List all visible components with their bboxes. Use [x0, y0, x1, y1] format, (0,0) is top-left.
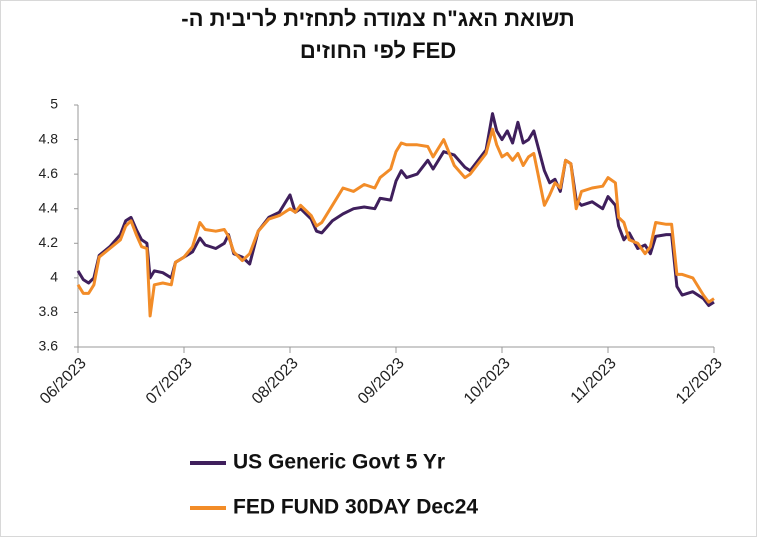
series-line: [76, 127, 715, 318]
y-tick-label: 4.6: [39, 165, 59, 181]
legend-label: US Generic Govt 5 Yr: [233, 451, 445, 474]
y-tick-label: 4.8: [39, 130, 59, 146]
series-line: [76, 112, 715, 307]
y-tick-label: 4.4: [39, 199, 59, 215]
chart-title: תשואת האג"ח צמודה לתחזית לריבית ה-: [181, 6, 574, 31]
y-tick-label: 3.8: [39, 303, 59, 319]
y-tick-label: 4.2: [39, 234, 59, 250]
y-tick-label: 5: [50, 96, 58, 112]
y-tick-label: 4: [50, 269, 58, 285]
legend-label: FED FUND 30DAY Dec24: [233, 496, 478, 519]
y-tick-label: 3.6: [39, 338, 59, 354]
chart-title: FED לפי החוזים: [300, 38, 456, 63]
